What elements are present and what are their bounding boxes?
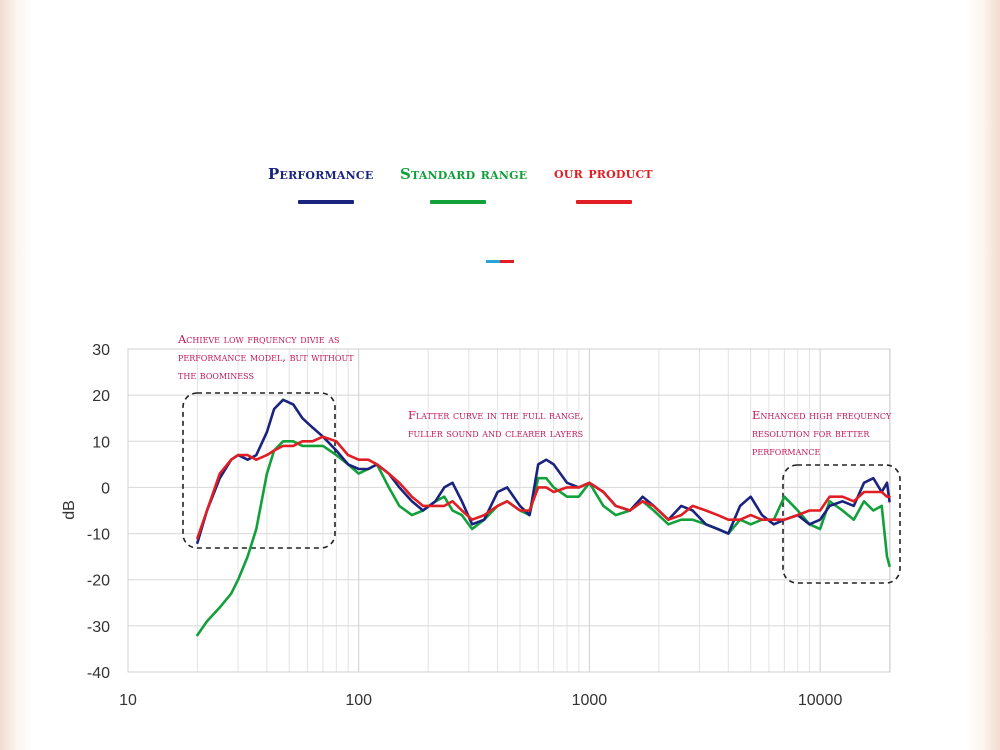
annotation-high-frequency: Enhanced high frequency resolution for b… [752, 408, 892, 458]
y-tick-label: -20 [87, 573, 110, 590]
y-tick-label: -40 [87, 665, 110, 682]
plot-border [127, 348, 891, 673]
legend-label-performance: Performance [268, 165, 374, 183]
series-layer [196, 398, 891, 637]
y-tick-label: 20 [92, 388, 110, 405]
annotation-boxes [182, 392, 901, 584]
mini-legend-swatch [486, 260, 514, 263]
legend-swatch-our-product [576, 200, 632, 204]
grid-layer [127, 348, 891, 673]
series-line-our-product [196, 435, 891, 540]
x-tick-label: 1000 [572, 692, 608, 709]
y-tick-label: 30 [92, 342, 110, 359]
legend-item-our-product: our product [554, 164, 653, 204]
legend-item-performance: Performance [268, 165, 374, 204]
y-axis-label: dB [61, 500, 78, 520]
y-tick-label: 0 [101, 480, 110, 497]
y-tick-label: -10 [87, 527, 110, 544]
legend-label-standard-range: Standard range [400, 165, 528, 183]
x-tick-label: 10 [119, 692, 137, 709]
chart-legend: Performance Standard range our product [268, 164, 708, 215]
x-tick-label: 10000 [798, 692, 843, 709]
y-tick-label: -30 [87, 619, 110, 636]
high-frequency-box [782, 464, 901, 584]
mini-swatch-blue [486, 260, 500, 263]
legend-label-our-product: our product [554, 164, 653, 182]
y-tick-label: 10 [92, 434, 110, 451]
x-tick-label: 100 [345, 692, 372, 709]
annotation-low-frequency: Achieve low frquency divie as performanc… [178, 332, 354, 382]
plot-area [128, 349, 890, 672]
legend-swatch-standard-range [430, 200, 486, 204]
low-frequency-box [182, 392, 336, 549]
legend-item-standard-range: Standard range [400, 165, 528, 204]
mini-swatch-red [500, 260, 514, 263]
legend-swatch-performance [298, 200, 354, 204]
annotation-flat-curve: Flatter curve in the full range, fuller … [408, 408, 584, 440]
